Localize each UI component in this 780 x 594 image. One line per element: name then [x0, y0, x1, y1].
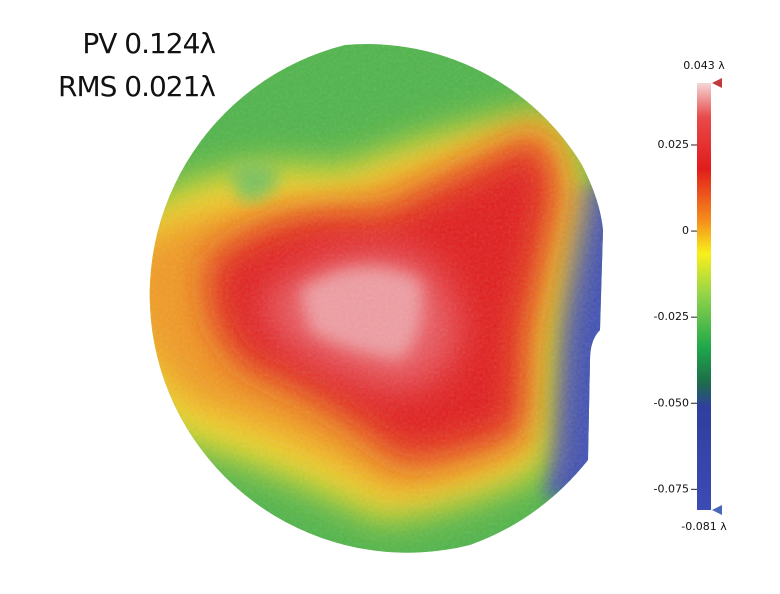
- annotation: PV 0.124λ: [82, 27, 215, 60]
- y-tick-label: -0.050: [654, 396, 689, 409]
- surface-map: [149, 44, 603, 553]
- min-marker: [712, 505, 722, 515]
- annotation: RMS 0.021λ: [58, 70, 215, 103]
- y-tick-label: 0: [682, 224, 689, 237]
- colorbar-min-label: -0.081 λ: [681, 520, 727, 533]
- colorbar-max-label: 0.043 λ: [683, 59, 725, 72]
- y-tick-label: 0.025: [658, 138, 690, 151]
- max-marker: [712, 78, 722, 88]
- colorbar: [697, 83, 711, 510]
- y-tick-label: -0.025: [654, 310, 689, 323]
- y-tick-label: -0.075: [654, 482, 689, 495]
